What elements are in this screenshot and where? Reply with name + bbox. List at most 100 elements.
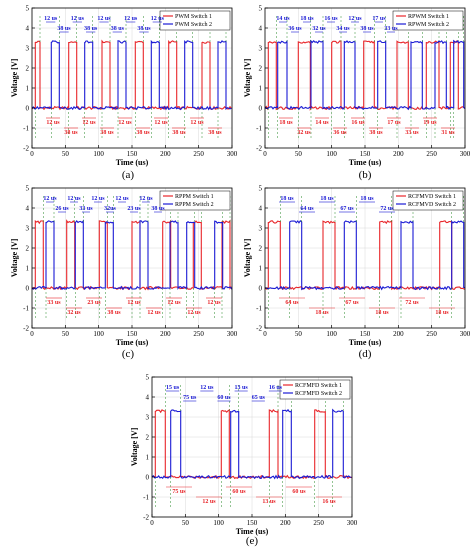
y-tick-label: 2	[259, 245, 263, 253]
legend-box	[392, 10, 464, 31]
y-tick-label: -2	[23, 145, 29, 153]
x-tick-label: 250	[313, 519, 324, 527]
legend-label: RPPM Switch 2	[175, 202, 214, 208]
x-tick-label: 150	[127, 150, 138, 158]
duration-label-bottom: 12 us	[190, 120, 204, 126]
x-axis-label: Time (us)	[349, 338, 382, 347]
chart-panel: 0 50 100 150 200 250 300 -2 -1 0 1 2 3 4 5 Time (us) Vol…	[243, 185, 471, 361]
panel-caption: (b)	[359, 169, 372, 181]
legend-label: PWM Switch 2	[175, 22, 212, 28]
panel-caption: (d)	[359, 348, 372, 360]
duration-label-bottom: 38 us	[369, 130, 383, 136]
x-tick-label: 150	[360, 150, 371, 158]
series-line-2	[151, 408, 352, 480]
duration-label-bottom: 18 us	[315, 310, 329, 316]
duration-label-top: 16 us	[324, 16, 338, 22]
x-tick-label: 100	[213, 519, 224, 527]
chart-panel: 0 50 100 150 200 250 300 -2 -1 0 1 2 3 4 5 Time (us) Vol…	[130, 374, 358, 548]
duration-label-bottom: 33 us	[47, 300, 61, 306]
series-line-2	[31, 39, 232, 111]
duration-label-top: 12 us	[151, 16, 165, 22]
x-tick-label: 50	[182, 519, 190, 527]
duration-label-top: 36 us	[288, 26, 302, 32]
x-tick-label: 50	[295, 330, 303, 338]
duration-label-bottom: 38 us	[172, 130, 186, 136]
x-tick-label: 150	[247, 519, 258, 527]
duration-label-bottom: 13 us	[262, 499, 276, 505]
legend-box	[159, 10, 231, 31]
legend-label: RPWM Switch 2	[408, 22, 449, 28]
x-tick-label: 100	[93, 330, 104, 338]
y-tick-label: -2	[256, 325, 262, 333]
duration-label-top: 12 us	[115, 196, 129, 202]
duration-label-bottom: 23 us	[87, 300, 101, 306]
duration-label-top: 26 us	[55, 206, 69, 212]
duration-label-top: 34 us	[336, 26, 350, 32]
duration-label-top: 38 us	[360, 26, 374, 32]
duration-label-bottom: 32 us	[297, 130, 311, 136]
duration-label-top: 32us	[104, 206, 116, 212]
y-tick-label: 3	[26, 225, 30, 233]
duration-label-bottom: 12 us	[187, 310, 201, 316]
series-line-2	[265, 219, 466, 291]
duration-label-top: 32 us	[312, 26, 326, 32]
duration-label-bottom: 12 us	[118, 120, 132, 126]
y-tick-label: 4	[26, 205, 30, 213]
duration-label-top: 18 us	[300, 16, 314, 22]
x-tick-label: 100	[326, 150, 337, 158]
y-tick-label: 1	[26, 85, 30, 93]
y-tick-label: 3	[259, 225, 263, 233]
duration-label-bottom: 14 us	[315, 120, 329, 126]
x-tick-label: 150	[360, 330, 371, 338]
duration-label-bottom: 38 us	[100, 130, 114, 136]
duration-label-top: 12 us	[67, 196, 81, 202]
duration-label-top: 12 us	[139, 196, 153, 202]
series-line-1	[31, 219, 232, 291]
y-tick-label: -2	[143, 514, 149, 522]
duration-label-top: 38 us	[151, 206, 165, 212]
duration-label-bottom: 12 us	[46, 120, 60, 126]
x-tick-label: 0	[263, 150, 267, 158]
duration-label-top: 16 us	[269, 385, 283, 391]
y-tick-label: 5	[146, 374, 150, 382]
duration-label-bottom: 32 us	[67, 310, 81, 316]
duration-label-bottom: 19 us	[423, 120, 437, 126]
legend-label: RCFMFD Switch 1	[295, 383, 342, 389]
duration-label-top: 12 us	[200, 385, 214, 391]
y-tick-label: 4	[259, 25, 263, 33]
y-tick-label: 2	[26, 245, 30, 253]
legend-box	[392, 190, 464, 211]
y-tick-label: -1	[143, 494, 149, 502]
duration-label-bottom: 17 us	[387, 120, 401, 126]
legend-label: RPWM Switch 1	[408, 14, 449, 20]
duration-label-bottom: 38 us	[64, 130, 78, 136]
chart-panel: 0 50 100 150 200 250 300 -2 -1 0 1 2 3 4 5 Time (us) Vol…	[10, 185, 238, 361]
y-tick-label: 0	[259, 105, 263, 113]
x-tick-label: 200	[280, 519, 291, 527]
duration-label-top: 38 us	[57, 26, 71, 32]
duration-label-bottom: 38 us	[136, 130, 150, 136]
duration-label-top: 12 us	[71, 16, 85, 22]
y-tick-label: 5	[259, 185, 263, 193]
duration-label-top: 23 us	[127, 206, 141, 212]
x-tick-label: 200	[160, 330, 171, 338]
legend-label: RCFMVD Switch 2	[408, 202, 456, 208]
chart-panel: 0 50 100 150 200 250 300 -2 -1 0 1 2 3 4 5 Time (us) Vol…	[243, 5, 471, 182]
y-tick-label: 5	[26, 185, 30, 193]
legend-label: PWM Switch 1	[175, 14, 212, 20]
x-tick-label: 0	[30, 330, 34, 338]
duration-label-bottom: 31 us	[441, 130, 455, 136]
duration-label-top: 75 us	[183, 395, 197, 401]
duration-label-top: 12 us	[348, 16, 362, 22]
series-line-1	[151, 408, 353, 480]
x-axis-label: Time (us)	[116, 158, 149, 167]
panel-caption: (e)	[246, 535, 259, 547]
x-tick-label: 250	[426, 330, 437, 338]
legend-label: RCFMFD Switch 2	[295, 391, 342, 397]
y-tick-label: 3	[259, 45, 263, 53]
y-axis-label: Voltage [V]	[243, 238, 252, 277]
duration-label-bottom: 72 us	[405, 300, 419, 306]
y-tick-label: -1	[256, 125, 262, 133]
x-tick-label: 100	[326, 330, 337, 338]
